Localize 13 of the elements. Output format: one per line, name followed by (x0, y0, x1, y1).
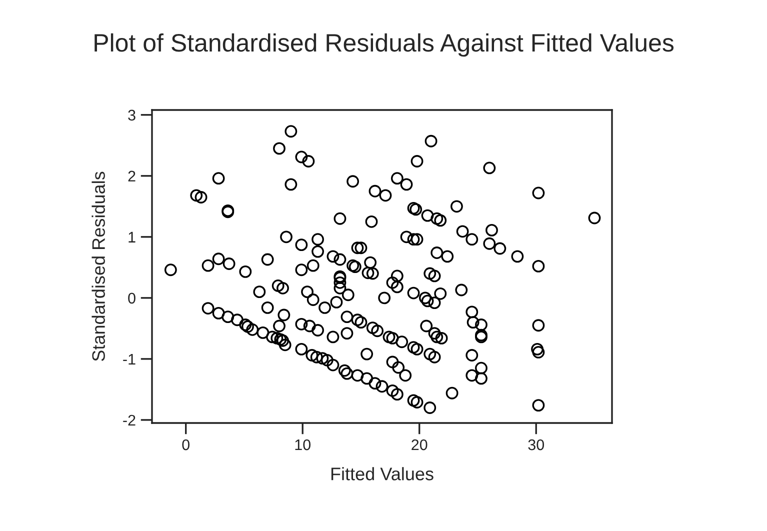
x-tick-label: 20 (412, 439, 428, 450)
y-tick-label: 0 (128, 292, 136, 304)
x-tick-label: 10 (295, 439, 311, 450)
x-tick-label: 30 (528, 439, 544, 450)
x-tick-label: 0 (182, 439, 190, 450)
y-tick-label: -1 (123, 354, 136, 364)
y-tick-label: 3 (128, 110, 136, 121)
y-tick-label: 2 (128, 170, 136, 182)
y-tick-label: -2 (123, 414, 136, 426)
chart-title: Plot of Standardised Residuals Against Fitted Values (94, 33, 674, 57)
y-tick-label: 1 (128, 232, 136, 242)
x-axis-title: Fitted Values (331, 467, 434, 480)
y-axis-title: Standardised Residuals (92, 172, 105, 362)
